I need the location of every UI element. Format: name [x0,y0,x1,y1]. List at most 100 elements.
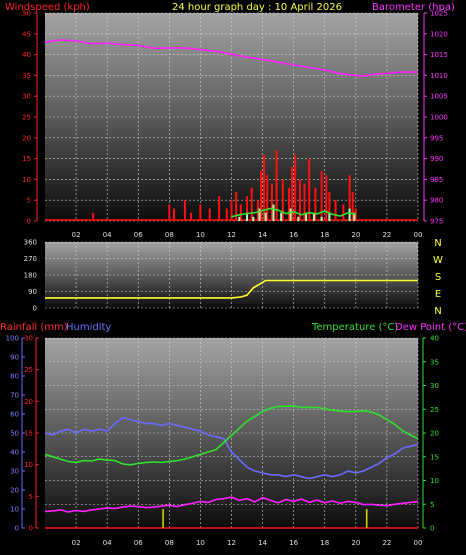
barometer-tick-label: 990 [430,155,443,163]
wind-gust-bar [246,212,248,221]
humidity-tick-label: 80 [10,373,19,381]
barometer-tick-label: 1005 [430,93,448,101]
wind-gust-bar [173,208,175,221]
wind-gust-bar [348,208,351,221]
barometer-tick-label: 1010 [430,72,448,80]
humidity-tick-label: 60 [10,411,19,419]
wind-gust-bar [208,208,211,221]
x-tick-label: 10 [196,231,205,239]
wind-gust-bar [258,208,261,221]
compass-label: N [434,306,441,317]
windspeed-tick-label: 0 [27,218,31,226]
windspeed-axis-title: Windspeed (kph) [5,2,90,13]
windspeed-tick-label: 15 [22,155,31,163]
wind-gust-bar [275,150,278,221]
temperature-humidity-panel: 0102030405060708090100051015202530051015… [6,335,439,548]
x-tick-label: 04 [103,231,112,239]
temperature-tick-label: 10 [430,477,439,485]
barometer-tick-label: 1025 [430,10,448,18]
x-tick-label: 16 [289,539,298,547]
temperature-line [44,405,419,466]
barometer-tick-label: 985 [430,176,443,184]
dew-point-line [44,496,419,513]
x-tick-label: 12 [227,539,236,547]
x-tick-label: 00 [414,231,423,239]
windspeed-tick-label: 30 [22,93,31,101]
rainfall-tick-label: 15 [24,430,33,438]
temperature-tick-label: 25 [430,406,439,414]
humidity-line [44,416,419,480]
windspeed-tick-label: 45 [22,30,31,38]
x-tick-label: 22 [382,539,391,547]
humidity-tick-label: 20 [10,487,19,495]
wind-gust-bar [230,200,233,221]
wind-gust-bar [183,200,186,221]
barometer-tick-label: 980 [430,197,443,205]
direction-tick-label: 360 [24,239,37,247]
humidity-tick-label: 0 [15,525,19,533]
x-tick-label: 14 [258,539,267,547]
rainfall-axis-title: Rainfall (mm) [0,322,68,333]
compass-label: S [435,272,441,283]
windspeed-tick-label: 20 [22,134,31,142]
wind-gust-bar [289,208,292,221]
wind-gust-bar [281,179,284,221]
wind-gust-bar [298,179,301,221]
temperature-axis-title: Temperature (°C) [311,322,398,333]
direction-tick-label: 180 [24,272,37,280]
wind-gust-bar [320,171,323,221]
windspeed-tick-label: 10 [22,176,31,184]
compass-label: N [434,238,441,249]
wind-gust-bar [305,212,308,221]
x-tick-label: 22 [382,231,391,239]
direction-tick-label: 90 [28,288,37,296]
windspeed-tick-label: 5 [27,197,31,205]
x-tick-label: 20 [351,539,360,547]
x-tick-label: 08 [165,231,174,239]
humidity-tick-label: 70 [10,392,19,400]
wind-gust-bar [168,204,171,221]
humidity-tick-label: 10 [10,506,19,514]
wind-gust-bar [351,191,354,221]
wind-gust-bar [308,158,311,221]
wind-gust-bar [190,212,193,221]
wind-gust-bar [238,216,241,221]
wind-gust-bar [334,200,337,221]
wind-gust-bar [260,171,262,221]
wind-gust-bar [288,187,290,221]
wind-gust-bar [266,175,269,221]
wind-average-line [231,207,356,218]
wind-gust-bar [328,191,331,221]
wind-gust-bar [314,187,317,221]
x-tick-label: 02 [72,539,81,547]
x-tick-label: 04 [103,539,112,547]
humidity-tick-label: 90 [10,354,19,362]
x-tick-label: 20 [351,231,360,239]
wind-gust-bar [256,200,259,221]
rainfall-tick-label: 0 [29,525,33,533]
wind-gust-bar [218,196,221,221]
x-tick-label: 14 [258,231,267,239]
dew-point-axis-title: Dew Point (°C) [395,322,466,333]
barometer-tick-label: 975 [430,218,443,226]
temperature-tick-label: 5 [430,501,434,509]
wind-gust-bar [280,212,283,221]
temperature-tick-label: 0 [430,525,434,533]
wind-gust-bar [353,212,356,221]
wind-gust-bar [328,212,331,221]
x-tick-label: 00 [414,539,423,547]
wind-gust-bar [199,204,202,221]
direction-tick-label: 270 [24,255,37,263]
x-tick-label: 10 [196,539,205,547]
wind-gust-bar [303,183,306,221]
barometer-tick-label: 1000 [430,114,448,122]
windspeed-tick-label: 25 [22,114,31,122]
humidity-tick-label: 100 [6,335,19,343]
rainfall-tick-label: 5 [29,493,33,501]
wind-gust-bar [235,191,238,221]
wind-gust-bar [270,183,273,221]
windspeed-tick-label: 40 [22,51,31,59]
x-tick-label: 16 [289,231,298,239]
